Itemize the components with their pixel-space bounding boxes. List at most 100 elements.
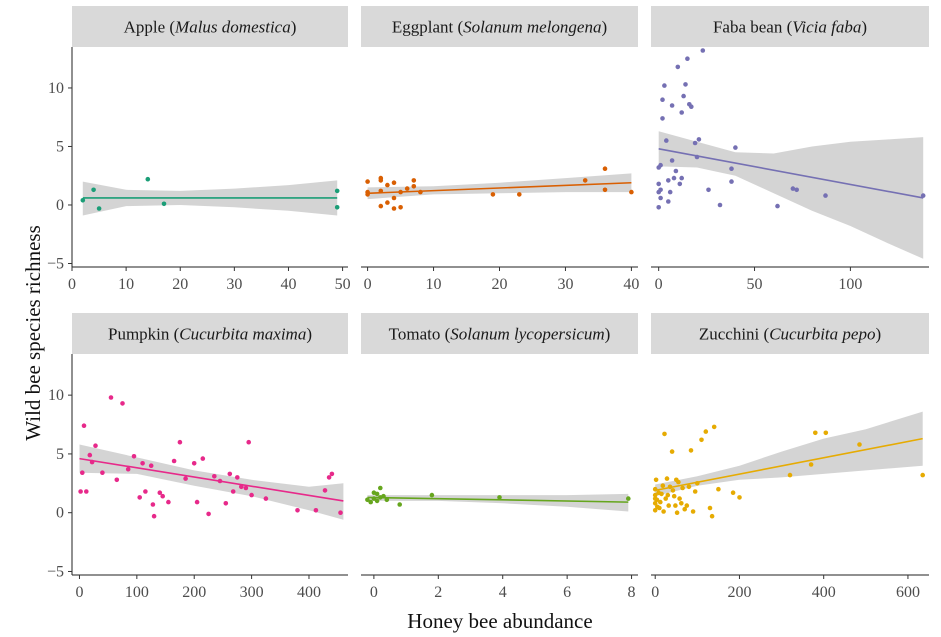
panel-pumpkin-point	[200, 456, 206, 461]
panel-zucchini-point	[737, 495, 742, 500]
panel-eggplant-point	[517, 192, 522, 197]
panel-pumpkin-confidence-band	[79, 444, 344, 520]
panel-pumpkin-point	[78, 489, 83, 494]
panel-faba-bean-point	[683, 82, 688, 87]
panel-pumpkin-point	[243, 485, 249, 491]
panel-zucchini-point	[680, 485, 685, 491]
panel-pumpkin-y-tick-label: 0	[56, 505, 64, 522]
panel-eggplant-point	[582, 178, 588, 183]
panel-pumpkin-point	[322, 488, 328, 493]
panel-pumpkin-y-tick-label: 10	[48, 387, 64, 404]
panel-apple-x-tick-label: 0	[68, 276, 76, 293]
panel-faba-bean-point	[658, 195, 663, 201]
panel-faba-bean-point	[664, 138, 669, 143]
panel-zucchini-point	[652, 501, 658, 506]
panel-eggplant-point	[411, 178, 417, 183]
panel-tomato-strip	[361, 313, 638, 354]
panel-pumpkin-point	[212, 474, 217, 479]
panel-zucchini: Zucchini (Cucurbita pepo) 0 200 400 600	[651, 313, 929, 601]
panel-zucchini-point	[654, 497, 660, 503]
panel-pumpkin-point	[160, 493, 165, 499]
panel-pumpkin-point	[108, 395, 114, 400]
panel-pumpkin-point	[177, 439, 183, 445]
panel-faba-bean-point	[675, 64, 681, 70]
panel-faba-bean-point	[679, 110, 684, 115]
panel-pumpkin-point	[84, 489, 89, 494]
panel-zucchini-point	[659, 491, 664, 497]
panel-pumpkin-point	[143, 489, 148, 494]
panel-zucchini-point	[673, 503, 678, 508]
panel-zucchini-point	[667, 484, 673, 490]
panel-faba-bean-point	[671, 175, 677, 181]
panel-pumpkin-point	[263, 496, 269, 501]
panel-eggplant-point	[365, 179, 370, 184]
panel-pumpkin-point	[249, 492, 254, 498]
panel-tomato-x-tick-label: 0	[370, 584, 378, 601]
panel-apple-point	[334, 205, 340, 210]
panel-zucchini-point	[688, 448, 694, 453]
panel-tomato-x-tick-label: 6	[563, 584, 571, 601]
panel-eggplant-point	[629, 189, 634, 195]
panel-faba-bean-point	[681, 93, 686, 99]
panel-tomato: Tomato (Solanum lycopersicum) 0 2 4 6 8	[361, 313, 638, 601]
panel-zucchini-point	[686, 484, 692, 490]
panel-apple-x-tick-label: 40	[280, 276, 296, 293]
y-axis-title: Wild bee species richness	[21, 225, 45, 441]
panel-zucchini-point	[730, 490, 736, 496]
panel-tomato-point	[374, 491, 380, 497]
panel-apple-point	[334, 188, 340, 194]
panel-faba-bean-point	[794, 187, 799, 193]
panel-eggplant-point	[398, 205, 403, 210]
panel-faba-bean-point	[667, 189, 673, 195]
panel-zucchini-x-tick-label: 600	[896, 584, 920, 601]
panel-zucchini-point	[684, 503, 690, 508]
panel-zucchini-point	[674, 510, 680, 515]
panel-zucchini-x-tick-label: 200	[727, 584, 751, 601]
panel-zucchini-point	[657, 505, 662, 511]
panel-zucchini-point	[652, 492, 658, 498]
panel-faba-bean-point	[733, 145, 738, 150]
panel-faba-bean-point	[729, 166, 734, 171]
panel-tomato-point	[497, 495, 502, 500]
panel-faba-bean-point	[666, 199, 671, 204]
panel-tomato-point	[365, 497, 370, 503]
panel-zucchini-point	[679, 501, 684, 506]
panel-pumpkin-x-tick-label: 400	[297, 584, 321, 601]
panel-zucchini-point	[695, 481, 700, 486]
panel-zucchini-point	[653, 477, 659, 483]
panel-tomato-fit-line	[367, 496, 629, 503]
panel-pumpkin-point	[148, 463, 154, 469]
panel-eggplant-confidence-band	[367, 173, 632, 200]
panel-faba-bean-point	[656, 205, 661, 210]
panel-zucchini-point	[711, 424, 717, 430]
panel-zucchini-point	[662, 431, 667, 437]
panel-tomato-point	[381, 493, 386, 499]
panel-pumpkin-x-tick-label: 0	[75, 584, 83, 601]
panel-faba-bean: Faba bean (Vicia faba) 0 50 100	[651, 6, 929, 293]
panel-faba-bean-point	[706, 187, 711, 193]
panel-tomato-point	[397, 502, 403, 507]
panel-pumpkin-point	[295, 508, 300, 513]
panel-eggplant-x-tick-label: 30	[557, 276, 573, 293]
panel-zucchini-point	[707, 505, 713, 511]
panel-pumpkin-point	[87, 452, 93, 458]
panel-eggplant-point	[385, 200, 390, 205]
panel-eggplant-strip-label: Eggplant (Solanum melongena)	[392, 18, 607, 37]
panel-zucchini-point	[716, 486, 721, 492]
panel-pumpkin-point	[223, 501, 229, 506]
panel-pumpkin-x-tick-label: 300	[240, 584, 264, 601]
panel-pumpkin-point	[137, 495, 142, 500]
panel-eggplant-point	[418, 189, 423, 195]
panel-eggplant-strip	[361, 6, 638, 47]
panel-eggplant-point	[391, 206, 397, 211]
panel-faba-bean-point	[666, 178, 671, 183]
panel-apple-y-tick-label: 0	[56, 197, 64, 214]
panel-zucchini-point	[664, 476, 670, 481]
panel-faba-bean-point	[662, 83, 667, 88]
panel-pumpkin-point	[131, 454, 137, 459]
panel-faba-bean-point	[660, 97, 665, 102]
panel-faba-bean-point	[677, 181, 683, 187]
panel-faba-bean-x-tick-label: 50	[747, 276, 763, 293]
